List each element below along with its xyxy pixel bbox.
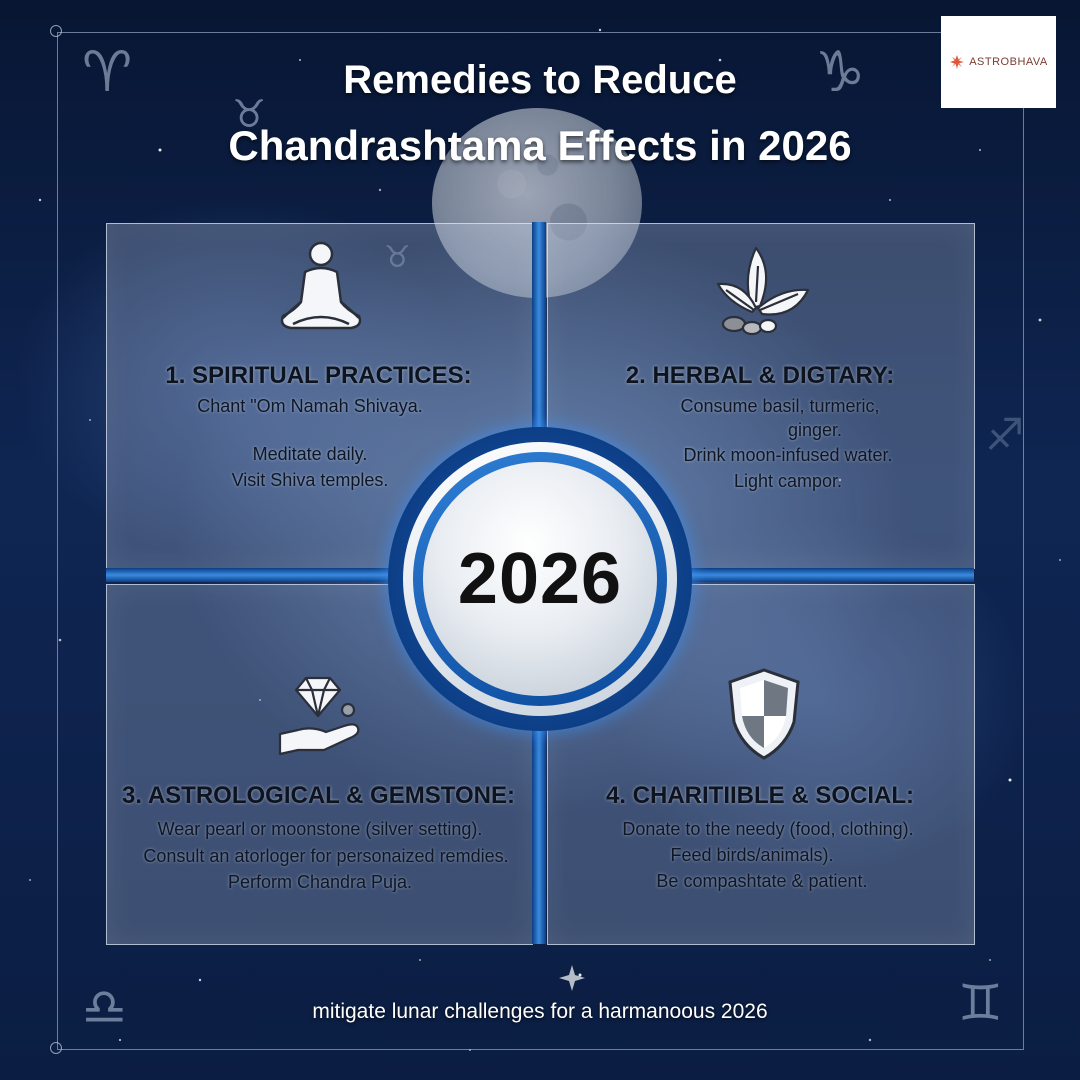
aries-icon: ♈ bbox=[82, 40, 133, 105]
panel-3-line-1: Wear pearl or moonstone (silver setting)… bbox=[157, 819, 483, 839]
gemini-icon: ♊ bbox=[958, 974, 1003, 1032]
panel-3-line-3: Perform Chandra Puja. bbox=[227, 872, 413, 892]
gemstone-hand-icon bbox=[278, 676, 360, 756]
brand-name: ASTROBHAVA bbox=[969, 56, 1048, 68]
panel-4-heading: 4. CHARITIIBLE & SOCIAL: bbox=[605, 782, 914, 809]
panel-2-heading: 2. HERBAL & DIGTARY: bbox=[625, 362, 895, 389]
brand-logo[interactable]: ASTROBHAVA bbox=[941, 16, 1056, 108]
libra-icon: ♎ bbox=[82, 978, 127, 1036]
panel-4-line-2: Feed birds/animals). bbox=[670, 845, 834, 865]
page-title-line-2: Chandrashtama Effects in 2026 bbox=[228, 122, 852, 169]
panel-3-heading: 3. ASTROLOGICAL & GEMSTONE: bbox=[122, 782, 515, 809]
panel-3-line-2: Consult an atorloger for personaized rem… bbox=[143, 846, 509, 866]
frame-corner-dot bbox=[50, 1042, 62, 1054]
panel-2-line-3: Drink moon-infused water. bbox=[683, 445, 893, 465]
frame-corner-dot bbox=[50, 25, 62, 37]
panel-2-line-4: Light campor. bbox=[733, 471, 843, 491]
panel-1-line-1: Chant "Om Namah Shivaya. bbox=[197, 396, 423, 416]
shield-icon bbox=[728, 668, 800, 760]
taurus-icon: ♉ bbox=[384, 240, 411, 275]
panel-2-line-2: ginger. bbox=[787, 420, 843, 440]
panel-1-line-2: Meditate daily. bbox=[252, 444, 368, 464]
panel-4-line-3: Be compashtate & patient. bbox=[656, 871, 868, 891]
outer-frame bbox=[57, 32, 1024, 1050]
panel-1-heading: 1. SPIRITUAL PRACTICES: bbox=[165, 362, 472, 389]
meditation-icon bbox=[280, 241, 362, 330]
panel-1-line-3: Visit Shiva temples. bbox=[231, 470, 389, 490]
taurus-small-icon: ♉ bbox=[232, 92, 267, 136]
panel-2-line-1: Consume basil, turmeric, bbox=[680, 396, 880, 416]
herbs-icon bbox=[716, 246, 810, 336]
page-title-line-1: Remedies to Reduce bbox=[343, 58, 737, 102]
capricorn-icon: ♑ bbox=[815, 40, 866, 105]
panel-4-line-1: Donate to the needy (food, clothing). bbox=[622, 819, 914, 839]
center-medallion: 2026 bbox=[423, 462, 657, 696]
center-year: 2026 bbox=[457, 539, 623, 619]
lotus-icon bbox=[950, 55, 965, 69]
sagittarius-icon: ♐ bbox=[985, 410, 1025, 461]
footer-tagline: mitigate lunar challenges for a harmanoo… bbox=[312, 1000, 768, 1023]
